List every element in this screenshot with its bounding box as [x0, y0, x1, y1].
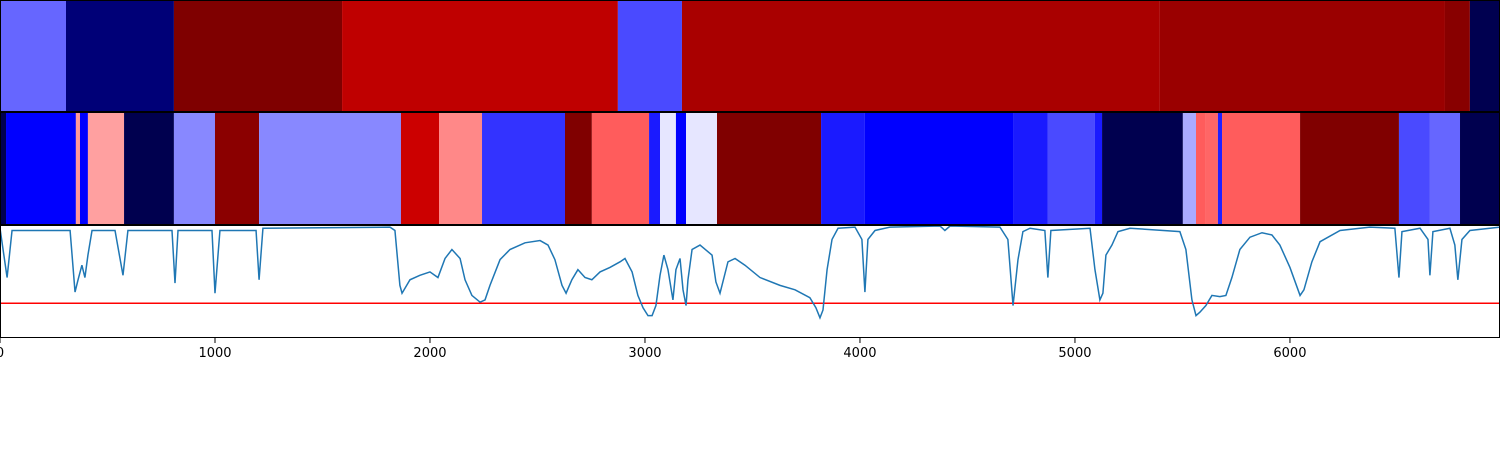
segment	[482, 113, 565, 225]
segment	[1102, 113, 1183, 225]
segment	[681, 1, 1160, 112]
x-tick-label: 0	[0, 346, 4, 361]
segment	[0, 113, 7, 225]
segment	[1469, 1, 1500, 112]
x-tick-label: 2000	[413, 346, 446, 361]
segment	[173, 1, 343, 112]
line-series	[0, 225, 1500, 320]
segment	[649, 113, 661, 225]
segment	[716, 113, 822, 225]
segment	[75, 113, 80, 225]
segment	[617, 1, 682, 112]
segment	[0, 1, 67, 112]
segment	[342, 1, 618, 112]
segment	[6, 113, 76, 225]
segment	[400, 113, 440, 225]
segment	[564, 113, 592, 225]
x-tick-label: 3000	[628, 346, 661, 361]
segment	[1094, 113, 1103, 225]
segment	[1182, 113, 1197, 225]
segment	[821, 113, 865, 225]
segment	[1013, 113, 1048, 225]
segment	[1398, 113, 1430, 225]
segment	[124, 113, 174, 225]
segment	[1217, 113, 1223, 225]
x-tick-label: 4000	[843, 346, 876, 361]
segment	[87, 113, 125, 225]
segment	[686, 113, 717, 225]
segment	[675, 113, 687, 225]
segment	[1429, 113, 1461, 225]
segment	[214, 113, 260, 225]
panel-frame	[0, 225, 1500, 338]
segment	[79, 113, 88, 225]
x-tick-label: 1000	[198, 346, 231, 361]
segment	[660, 113, 676, 225]
segment	[1159, 1, 1445, 112]
segment	[1047, 113, 1095, 225]
segment	[1205, 113, 1218, 225]
segment	[864, 113, 1014, 225]
segment	[1222, 113, 1301, 225]
x-tick-label: 5000	[1058, 346, 1091, 361]
segment	[1196, 113, 1206, 225]
segment	[259, 113, 401, 225]
segment	[1460, 113, 1500, 225]
x-tick-label: 6000	[1273, 346, 1306, 361]
segment	[173, 113, 215, 225]
segment	[591, 113, 650, 225]
segment	[66, 1, 174, 112]
segment	[1300, 113, 1399, 225]
segment	[439, 113, 483, 225]
segment	[1444, 1, 1470, 112]
